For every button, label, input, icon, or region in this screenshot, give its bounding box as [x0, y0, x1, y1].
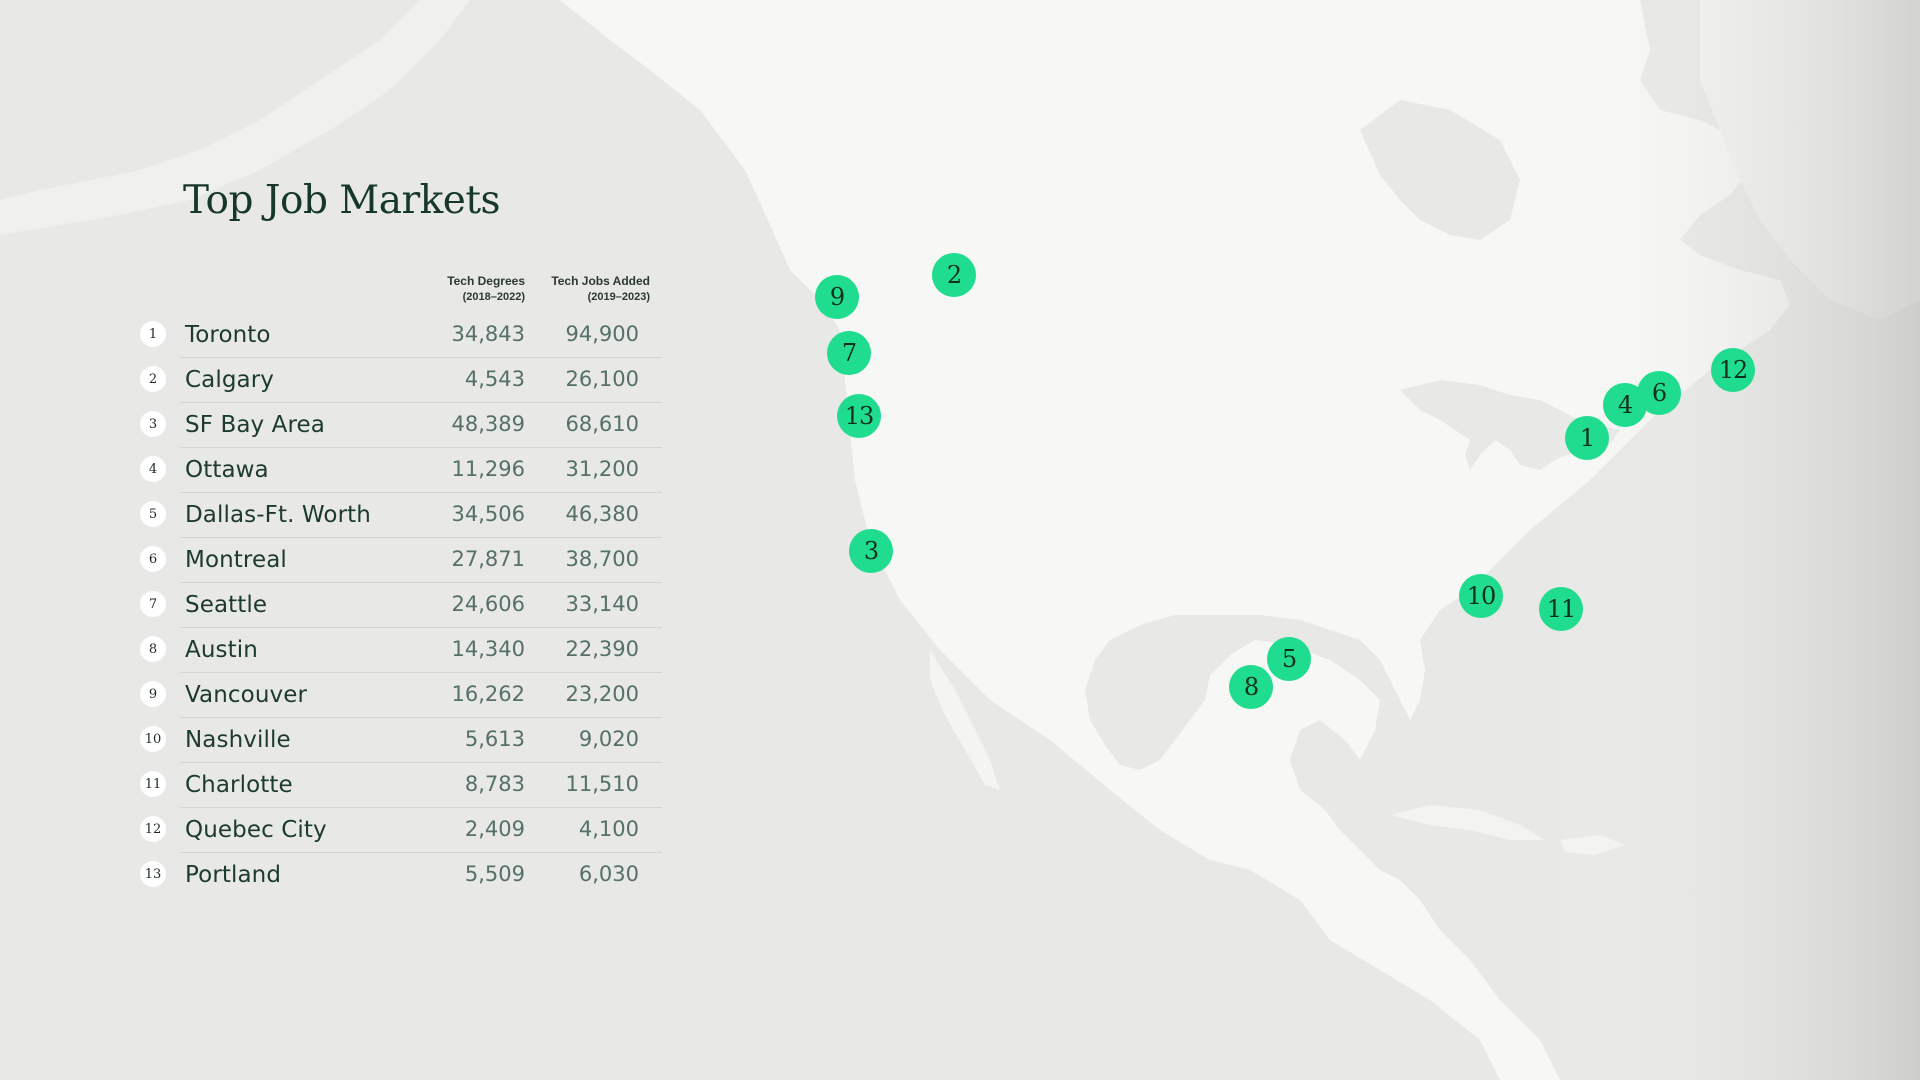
city-name: Nashville: [185, 727, 291, 753]
tech-degrees-value: 27,871: [451, 547, 525, 571]
map-marker-13[interactable]: 13: [837, 394, 881, 438]
table-row: 13 Portland 5,509 6,030: [140, 852, 660, 897]
table-row: 11 Charlotte 8,783 11,510: [140, 762, 662, 808]
tech-jobs-value: 11,510: [565, 772, 639, 796]
table-row: 7 Seattle 24,606 33,140: [140, 582, 662, 628]
row-divider: [180, 402, 662, 403]
city-name: Quebec City: [185, 817, 327, 843]
tech-degrees-period: (2018–2022): [462, 291, 525, 303]
map-marker-8[interactable]: 8: [1229, 665, 1273, 709]
rank-badge: 13: [140, 861, 166, 887]
tech-jobs-value: 94,900: [565, 322, 639, 346]
tech-jobs-period: (2019–2023): [587, 291, 650, 303]
rank-badge: 5: [140, 501, 166, 527]
row-divider: [180, 717, 662, 718]
table-row: 10 Nashville 5,613 9,020: [140, 717, 662, 763]
rank-badge: 11: [140, 771, 166, 797]
table-row: 9 Vancouver 16,262 23,200: [140, 672, 662, 718]
city-name: Ottawa: [185, 457, 269, 483]
map-marker-5[interactable]: 5: [1267, 637, 1311, 681]
rank-badge: 8: [140, 636, 166, 662]
row-divider: [180, 627, 662, 628]
row-divider: [180, 807, 662, 808]
tech-degrees-value: 2,409: [464, 817, 525, 841]
tech-jobs-value: 68,610: [565, 412, 639, 436]
city-name: Charlotte: [185, 772, 293, 798]
tech-degrees-value: 24,606: [451, 592, 525, 616]
city-name: Montreal: [185, 547, 287, 573]
row-divider: [180, 762, 662, 763]
city-name: Austin: [185, 637, 258, 663]
rank-badge: 7: [140, 591, 166, 617]
map-marker-2[interactable]: 2: [932, 253, 976, 297]
tech-jobs-value: 4,100: [578, 817, 639, 841]
map-marker-12[interactable]: 12: [1711, 348, 1755, 392]
tech-degrees-value: 34,843: [451, 322, 525, 346]
markets-table: 1 Toronto 34,843 94,900 2 Calgary 4,543 26,100 3…: [140, 312, 662, 897]
table-row: 2 Calgary 4,543 26,100: [140, 357, 662, 403]
map-marker-7[interactable]: 7: [827, 331, 871, 375]
row-divider: [180, 357, 662, 358]
tech-degrees-value: 5,613: [464, 727, 525, 751]
city-name: SF Bay Area: [185, 412, 325, 438]
row-divider: [180, 852, 662, 853]
rank-badge: 9: [140, 681, 166, 707]
tech-degrees-header: Tech Degrees (2018–2022): [405, 273, 525, 305]
tech-degrees-value: 8,783: [464, 772, 525, 796]
rank-badge: 1: [140, 321, 166, 347]
map-marker-9[interactable]: 9: [815, 275, 859, 319]
tech-jobs-value: 33,140: [565, 592, 639, 616]
tech-degrees-value: 16,262: [451, 682, 525, 706]
rank-badge: 10: [140, 726, 166, 752]
city-name: Seattle: [185, 592, 268, 618]
table-row: 4 Ottawa 11,296 31,200: [140, 447, 662, 493]
tech-degrees-value: 5,509: [464, 862, 525, 886]
city-name: Portland: [185, 862, 282, 888]
rank-badge: 4: [140, 456, 166, 482]
table-row: 3 SF Bay Area 48,389 68,610: [140, 402, 662, 448]
city-name: Toronto: [185, 322, 271, 348]
page-title: Top Job Markets: [183, 178, 501, 223]
table-row: 5 Dallas-Ft. Worth 34,506 46,380: [140, 492, 662, 538]
rank-badge: 6: [140, 546, 166, 572]
map-marker-10[interactable]: 10: [1459, 574, 1503, 618]
tech-jobs-value: 6,030: [578, 862, 639, 886]
tech-degrees-value: 4,543: [464, 367, 525, 391]
tech-degrees-label: Tech Degrees: [447, 274, 525, 288]
city-name: Calgary: [185, 367, 275, 393]
city-name: Dallas-Ft. Worth: [185, 502, 371, 528]
tech-jobs-header: Tech Jobs Added (2019–2023): [530, 273, 650, 305]
tech-jobs-value: 22,390: [565, 637, 639, 661]
row-divider: [180, 492, 662, 493]
row-divider: [180, 582, 662, 583]
tech-degrees-value: 11,296: [451, 457, 525, 481]
tech-jobs-value: 9,020: [578, 727, 639, 751]
row-divider: [180, 447, 662, 448]
tech-jobs-value: 23,200: [565, 682, 639, 706]
map-marker-11[interactable]: 11: [1539, 587, 1583, 631]
tech-jobs-value: 31,200: [565, 457, 639, 481]
map-marker-3[interactable]: 3: [849, 529, 893, 573]
row-divider: [180, 672, 662, 673]
tech-degrees-value: 48,389: [451, 412, 525, 436]
table-row: 1 Toronto 34,843 94,900: [140, 312, 662, 358]
tech-jobs-value: 38,700: [565, 547, 639, 571]
row-divider: [180, 537, 662, 538]
tech-jobs-label: Tech Jobs Added: [551, 274, 650, 288]
map-marker-6[interactable]: 6: [1637, 371, 1681, 415]
table-row: 12 Quebec City 2,409 4,100: [140, 807, 662, 853]
table-row: 8 Austin 14,340 22,390: [140, 627, 662, 673]
table-row: 6 Montreal 27,871 38,700: [140, 537, 662, 583]
tech-degrees-value: 14,340: [451, 637, 525, 661]
city-name: Vancouver: [185, 682, 308, 708]
tech-degrees-value: 34,506: [451, 502, 525, 526]
rank-badge: 2: [140, 366, 166, 392]
rank-badge: 12: [140, 816, 166, 842]
tech-jobs-value: 26,100: [565, 367, 639, 391]
tech-jobs-value: 46,380: [565, 502, 639, 526]
rank-badge: 3: [140, 411, 166, 437]
map-marker-1[interactable]: 1: [1565, 416, 1609, 460]
